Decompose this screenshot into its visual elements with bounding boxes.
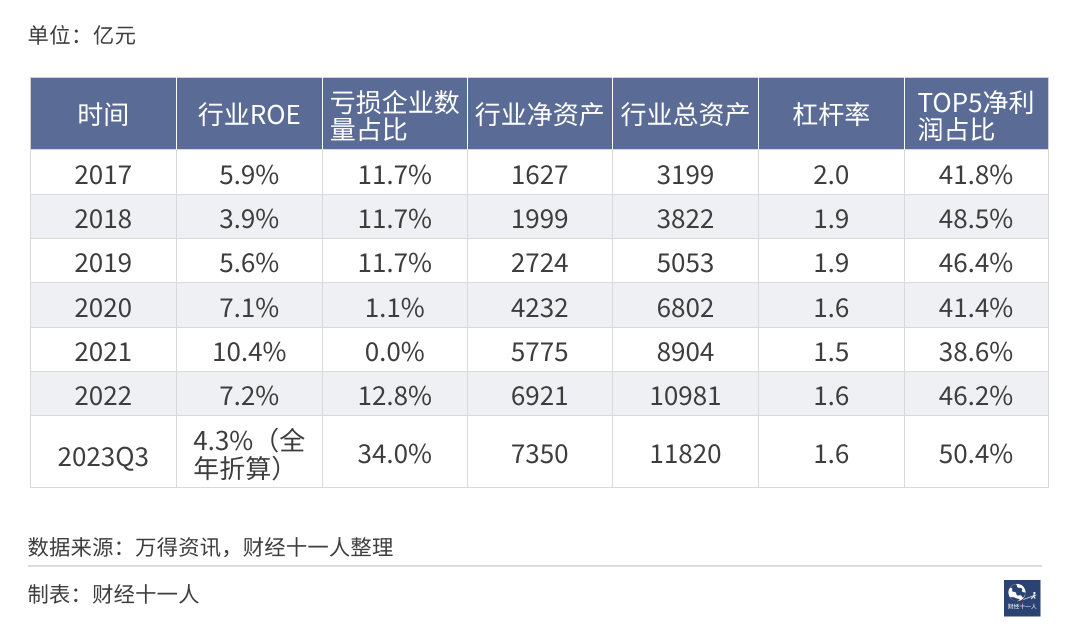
svg-text:财经十一人: 财经十一人 (1008, 601, 1037, 610)
